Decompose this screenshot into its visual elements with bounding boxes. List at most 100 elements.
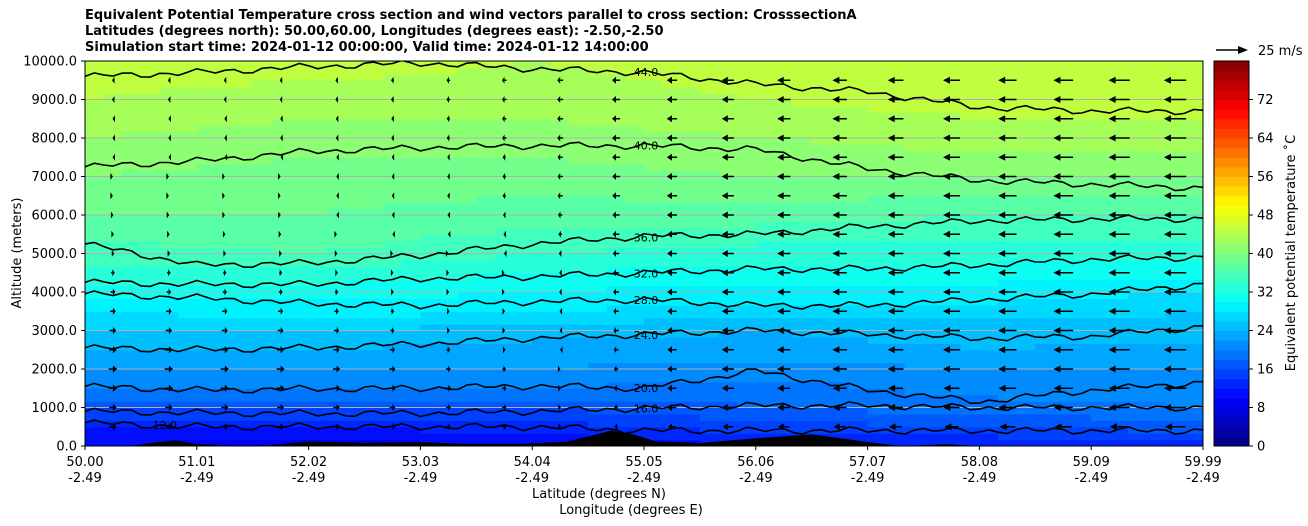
- field-cell: [364, 369, 384, 377]
- field-cell: [867, 221, 887, 229]
- field-cell: [550, 176, 571, 184]
- field-cell: [606, 349, 626, 357]
- field-cell: [867, 144, 887, 152]
- field-cell: [793, 112, 813, 120]
- field-cell: [178, 125, 198, 133]
- field-cell: [755, 125, 776, 133]
- field-cell: [681, 67, 701, 75]
- field-cell: [1072, 195, 1092, 203]
- field-cell: [644, 394, 664, 402]
- field-cell: [1147, 67, 1167, 75]
- field-cell: [271, 61, 291, 69]
- field-cell: [588, 150, 608, 158]
- field-cell: [364, 67, 384, 75]
- field-cell: [774, 317, 794, 325]
- field-cell: [811, 298, 831, 306]
- field-cell: [737, 407, 757, 415]
- field-cell: [513, 324, 533, 332]
- field-cell: [1072, 330, 1092, 338]
- field-cell: [327, 138, 347, 146]
- field-cell: [1147, 195, 1167, 203]
- field-cell: [904, 279, 925, 287]
- field-cell: [1091, 343, 1111, 351]
- wind-arrowhead: [503, 365, 506, 373]
- wind-arrowhead: [112, 269, 115, 277]
- field-cell: [942, 227, 962, 235]
- field-cell: [383, 195, 403, 203]
- field-cell: [234, 407, 254, 415]
- field-cell: [494, 369, 515, 377]
- field-cell: [606, 324, 626, 332]
- field-cell: [923, 426, 943, 434]
- field-cell: [289, 292, 310, 300]
- field-cell: [960, 279, 980, 287]
- field-cell: [1072, 189, 1092, 197]
- field-cell: [811, 99, 831, 107]
- field-cell: [1184, 86, 1203, 94]
- wind-arrowhead: [1108, 365, 1116, 373]
- field-cell: [979, 189, 999, 197]
- field-cell: [140, 401, 161, 409]
- field-cell: [271, 259, 291, 267]
- field-cell: [848, 292, 869, 300]
- field-cell: [513, 298, 533, 306]
- field-cell: [1147, 170, 1167, 178]
- field-cell: [196, 375, 217, 383]
- field-cell: [1053, 99, 1074, 107]
- field-cell: [457, 150, 477, 158]
- field-cell: [178, 304, 198, 312]
- field-cell: [904, 381, 925, 389]
- field-cell: [1128, 105, 1148, 113]
- wind-arrowhead: [777, 173, 784, 180]
- field-cell: [476, 349, 496, 357]
- field-cell: [793, 362, 813, 370]
- field-cell: [979, 407, 999, 415]
- field-cell: [793, 202, 813, 210]
- field-cell: [848, 182, 869, 190]
- field-cell: [159, 349, 179, 357]
- field-cell: [699, 330, 720, 338]
- field-cell: [345, 349, 366, 357]
- field-cell: [1072, 433, 1092, 441]
- field-cell: [289, 336, 310, 344]
- field-cell: [215, 298, 235, 306]
- field-cell: [1128, 420, 1148, 428]
- field-cell: [532, 227, 552, 235]
- field-cell: [308, 381, 328, 389]
- field-cell: [1035, 112, 1055, 120]
- field-cell: [103, 407, 123, 415]
- field-cell: [159, 433, 179, 441]
- field-cell: [755, 227, 776, 235]
- wind-arrowhead: [167, 250, 171, 257]
- field-cell: [1072, 163, 1092, 171]
- field-cell: [1091, 266, 1111, 274]
- field-cell: [942, 362, 962, 370]
- wind-arrowhead: [336, 365, 341, 373]
- field-cell: [345, 73, 366, 81]
- field-cell: [811, 234, 831, 242]
- wind-arrowhead: [112, 76, 115, 84]
- field-cell: [830, 253, 850, 261]
- field-cell: [569, 227, 589, 235]
- field-cell: [1165, 150, 1185, 158]
- field-cell: [85, 253, 105, 261]
- field-cell: [271, 105, 291, 113]
- field-cell: [1072, 317, 1092, 325]
- field-cell: [625, 93, 645, 101]
- field-cell: [606, 388, 626, 396]
- field-cell: [867, 413, 887, 421]
- field-cell: [681, 112, 701, 120]
- field-cell: [550, 221, 571, 229]
- field-cell: [848, 394, 869, 402]
- field-cell: [383, 86, 403, 94]
- field-cell: [532, 105, 552, 113]
- field-cell: [476, 292, 496, 300]
- field-cell: [848, 93, 869, 101]
- colorbar-band: [1214, 70, 1249, 81]
- field-cell: [718, 259, 738, 267]
- field-cell: [140, 227, 161, 235]
- field-cell: [718, 163, 738, 171]
- field-cell: [140, 189, 161, 197]
- field-cell: [383, 266, 403, 274]
- field-cell: [979, 439, 999, 446]
